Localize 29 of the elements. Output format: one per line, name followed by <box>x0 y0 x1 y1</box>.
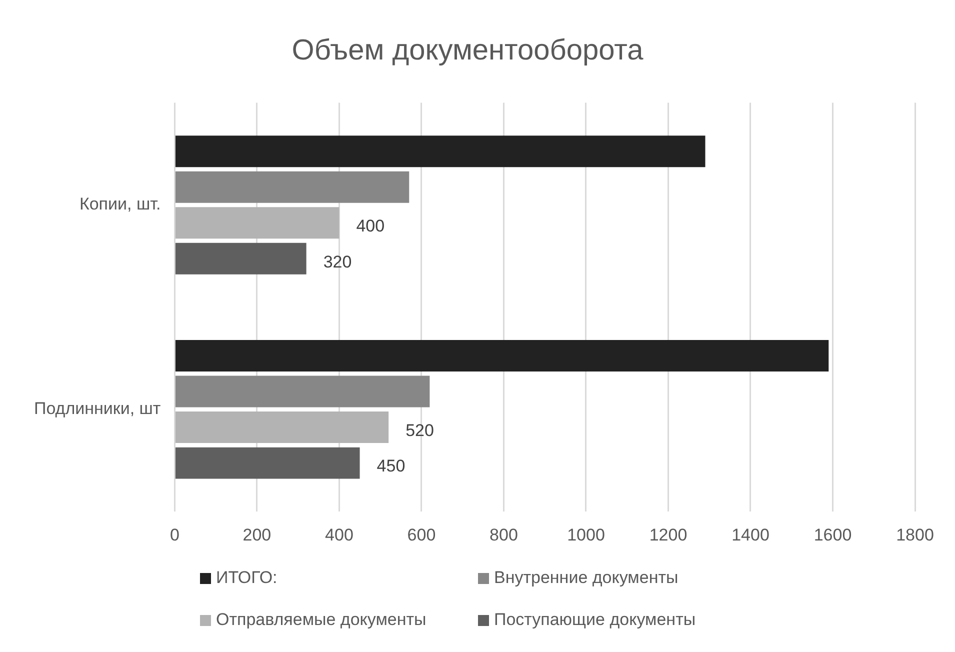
bar <box>175 447 360 479</box>
data-label: 320 <box>323 252 352 272</box>
data-label: 450 <box>376 456 406 476</box>
x-tick-label: 800 <box>490 525 518 544</box>
bar <box>175 242 306 274</box>
bar <box>175 207 340 239</box>
bar <box>175 136 706 168</box>
x-tick-label: 1800 <box>896 525 934 544</box>
data-label: 400 <box>356 216 385 236</box>
bar <box>175 376 430 408</box>
x-tick-label: 1000 <box>567 525 605 544</box>
chart-title: Объем документооборота <box>292 34 644 66</box>
legend-label: Поступающие документы <box>494 610 696 630</box>
bar <box>175 340 829 372</box>
y-tick-label: Подлинники, шт <box>34 399 161 418</box>
x-tick-label: 1600 <box>814 525 852 544</box>
x-tick-label: 1400 <box>732 525 770 544</box>
y-tick-label: Копии, шт. <box>79 194 161 214</box>
bar <box>175 412 389 444</box>
x-tick-label: 1200 <box>649 525 688 544</box>
x-tick-label: 600 <box>407 525 436 544</box>
x-tick-label: 200 <box>242 525 272 544</box>
x-tick-label: 0 <box>170 525 180 544</box>
legend-label: ИТОГО: <box>216 568 278 588</box>
legend-label: Отправляемые документы <box>216 610 426 630</box>
legend-label: Внутренние документы <box>494 568 678 588</box>
x-tick-label: 400 <box>325 525 354 544</box>
bar <box>175 171 410 203</box>
data-label: 520 <box>406 420 434 440</box>
